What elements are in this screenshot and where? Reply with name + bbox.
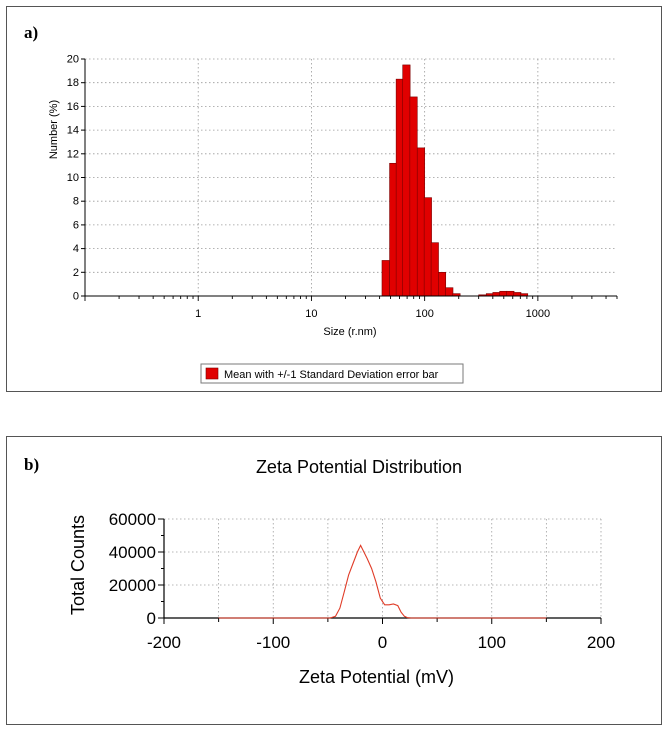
- grid-a: [85, 58, 617, 296]
- grid-b: [164, 518, 602, 618]
- x-tick-label: 1: [195, 308, 201, 320]
- y-tick-label: 18: [67, 77, 79, 89]
- x-axis-title: Zeta Potential (mV): [299, 667, 454, 687]
- panel-a-label: a): [24, 23, 39, 42]
- y-tick-label: 14: [67, 125, 79, 137]
- legend-swatch: [205, 367, 219, 380]
- x-tick-label: 200: [587, 633, 615, 652]
- histogram-bar: [402, 64, 411, 297]
- histogram-bar: [492, 292, 501, 297]
- panel-b-label: b): [24, 455, 40, 474]
- y-tick-label: 0: [73, 291, 79, 303]
- y-axis-title: Number (%): [48, 100, 60, 159]
- y-tick-label: 20000: [109, 576, 156, 595]
- y-tick-label: 8: [73, 196, 79, 208]
- histogram-bar: [381, 260, 390, 297]
- y-tick-label: 2: [73, 267, 79, 279]
- histogram-bar: [513, 292, 522, 297]
- y-tick-label: 16: [67, 101, 79, 113]
- panel-b: b) Zeta Potential Distribution 0 20000 4000…: [6, 436, 662, 725]
- y-axis-title: Total Counts: [68, 515, 88, 615]
- x-tick-label: 100: [415, 308, 433, 320]
- chart-title: Zeta Potential Distribution: [256, 457, 462, 477]
- histogram-bar: [445, 287, 454, 297]
- x-tick-label: 1000: [526, 308, 550, 320]
- size-distribution-chart: 0 2 4 6 8 10 12 14 16 18 20 1 10 100 1000 Size (r.nm) Nu…: [48, 54, 618, 384]
- panel-a: a) 0 2 4 6 8 10 12 14 16 18 20 1 10 100 1000 Size (r.nm…: [6, 6, 662, 392]
- histogram-bar: [409, 96, 418, 297]
- y-tick-label: 60000: [109, 510, 156, 529]
- y-tick-label: 20: [67, 54, 79, 66]
- histogram-bar: [499, 290, 508, 297]
- legend-box: [200, 363, 464, 384]
- y-tick-label: 6: [73, 219, 79, 231]
- y-tick-label: 10: [67, 172, 79, 184]
- zeta-potential-chart: Zeta Potential Distribution 0 20000 40000 60…: [68, 457, 615, 687]
- histogram-bar: [416, 147, 425, 297]
- legend: Mean with +/-1 Standard Deviation error …: [200, 363, 464, 384]
- legend-label: Mean with +/-1 Standard Deviation error …: [224, 369, 439, 381]
- x-tick-label: 10: [305, 308, 317, 320]
- y-tick-label: 12: [67, 148, 79, 160]
- x-tick-label: 0: [378, 633, 387, 652]
- y-tick-label: 4: [73, 243, 79, 255]
- histogram-bar: [430, 242, 439, 297]
- series-line: [218, 544, 547, 619]
- y-tick-label: 40000: [109, 543, 156, 562]
- histogram-bar: [423, 197, 432, 297]
- bars: [381, 64, 529, 297]
- x-tick-label: -100: [256, 633, 290, 652]
- x-tick-label: -200: [147, 633, 181, 652]
- y-tick-label: 0: [147, 609, 156, 628]
- histogram-bar: [437, 271, 447, 297]
- x-axis-title: Size (r.nm): [323, 326, 376, 338]
- histogram-bar: [506, 290, 515, 297]
- x-tick-label: 100: [478, 633, 506, 652]
